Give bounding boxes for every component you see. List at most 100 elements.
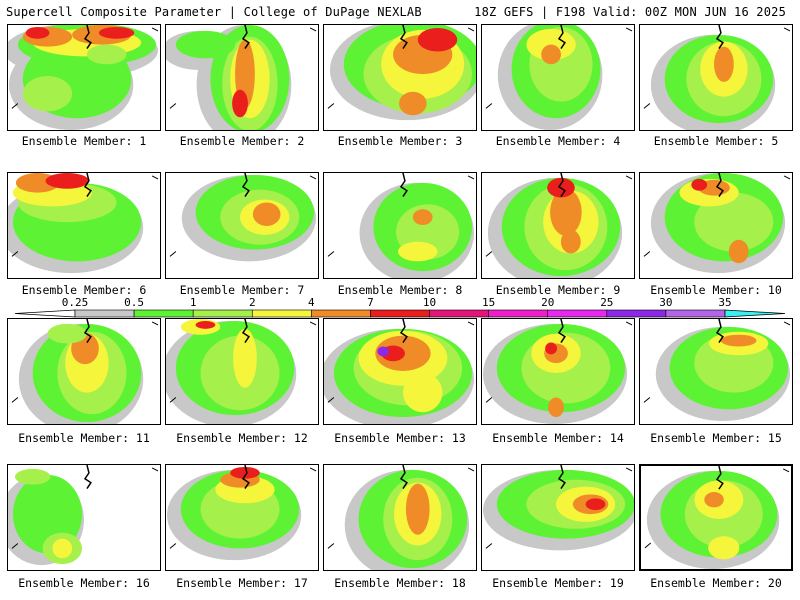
coast-line — [11, 175, 159, 257]
ensemble-panel-7[interactable] — [165, 172, 319, 279]
ensemble-member-label: Ensemble Member: 8 — [337, 283, 463, 297]
ensemble-member-label: Ensemble Member: 9 — [495, 283, 621, 297]
border-line — [399, 25, 408, 49]
ensemble-member-label: Ensemble Member: 12 — [176, 431, 308, 445]
ensemble-panel-13[interactable] — [323, 318, 477, 425]
color-scale-bar: 0.25 0.5 1 2 4 7 10 15 20 25 30 35 — [14, 296, 786, 318]
scp-contour — [52, 538, 73, 559]
coast-line — [485, 27, 633, 109]
ensemble-member-label: Ensemble Member: 2 — [179, 134, 305, 148]
scp-map — [324, 319, 475, 424]
scp-contour — [47, 323, 87, 344]
scp-contour — [541, 44, 561, 65]
ensemble-member-label: Ensemble Member: 10 — [650, 283, 782, 297]
ensemble-panel-6[interactable] — [7, 172, 161, 279]
scp-map — [8, 25, 159, 130]
ensemble-member-label: Ensemble Member: 1 — [21, 134, 147, 148]
coast-line — [485, 175, 633, 257]
ensemble-panel-20[interactable] — [639, 464, 793, 571]
scp-map — [485, 173, 633, 278]
ensemble-member-label: Ensemble Member: 6 — [21, 283, 147, 297]
coast-line — [643, 27, 791, 109]
scp-map — [166, 319, 317, 424]
color-scale-swatch — [429, 309, 489, 318]
color-scale-tick-label: 30 — [659, 296, 672, 309]
ensemble-panel-12[interactable] — [165, 318, 319, 425]
border-line — [241, 465, 250, 489]
scp-map — [327, 25, 476, 121]
color-scale-high-arrow — [724, 309, 786, 318]
color-scale-tick-label: 20 — [541, 296, 554, 309]
color-scale-tick-label: 0.5 — [124, 296, 144, 309]
coast-line — [644, 468, 790, 549]
scp-contour — [545, 342, 558, 355]
ensemble-panel-15[interactable] — [639, 318, 793, 425]
scp-map — [166, 25, 317, 130]
ensemble-member-label: Ensemble Member: 14 — [492, 431, 624, 445]
scp-contour — [560, 229, 581, 254]
color-scale-swatch — [547, 309, 608, 318]
ensemble-panel-5[interactable] — [639, 24, 793, 131]
ensemble-panel-11[interactable] — [7, 318, 161, 425]
color-scale-swatch — [665, 309, 726, 318]
ensemble-panel-14[interactable] — [481, 318, 635, 425]
ensemble-panel-10[interactable] — [639, 172, 793, 279]
ensemble-panel-18[interactable] — [323, 464, 477, 571]
ensemble-member-label: Ensemble Member: 4 — [495, 134, 621, 148]
scp-contour — [45, 173, 89, 189]
scp-contour — [714, 46, 734, 82]
border-line — [241, 173, 250, 197]
scp-contour — [694, 192, 774, 252]
color-scale-tick-label: 7 — [367, 296, 374, 309]
scp-map — [11, 319, 159, 424]
coast-line — [169, 175, 317, 257]
color-scale-tick-label: 35 — [718, 296, 731, 309]
scp-map — [8, 173, 159, 274]
ensemble-member-label: Ensemble Member: 16 — [18, 576, 150, 590]
scp-contour — [399, 91, 427, 116]
color-scale-swatch — [251, 309, 312, 318]
border-line — [557, 173, 566, 197]
ensemble-member-label: Ensemble Member: 3 — [337, 134, 463, 148]
ensemble-panel-3[interactable] — [323, 24, 477, 131]
ensemble-panel-8[interactable] — [323, 172, 477, 279]
ensemble-panel-16[interactable] — [7, 464, 161, 571]
border-line — [715, 173, 724, 197]
ensemble-member-label: Ensemble Member: 7 — [179, 283, 305, 297]
color-scale-low-arrow — [14, 309, 76, 318]
border-line — [399, 173, 408, 197]
scp-map — [8, 465, 159, 566]
color-scale-swatch — [606, 309, 667, 318]
border-line — [399, 465, 408, 489]
color-scale-swatch — [192, 309, 253, 318]
scp-map — [485, 25, 633, 130]
coast-line — [169, 467, 317, 549]
ensemble-panel-9[interactable] — [481, 172, 635, 279]
scp-contour — [417, 27, 458, 52]
scp-contour — [704, 491, 724, 508]
ensemble-panel-17[interactable] — [165, 464, 319, 571]
ensemble-panel-19[interactable] — [481, 464, 635, 571]
scp-contour — [175, 30, 236, 59]
coast-line — [327, 467, 475, 549]
scp-contour — [98, 26, 135, 39]
scp-map — [483, 465, 634, 551]
scp-contour — [708, 536, 740, 560]
scp-contour — [412, 209, 433, 226]
scp-contour — [398, 241, 438, 262]
color-scale-swatch — [74, 309, 135, 318]
scp-contour — [728, 239, 749, 264]
coast-line — [485, 321, 633, 403]
color-scale-swatch — [311, 309, 371, 318]
border-line — [557, 319, 566, 343]
scp-contour — [233, 328, 257, 388]
coast-line — [11, 27, 159, 109]
scp-map — [643, 173, 791, 274]
scp-contour — [691, 178, 708, 191]
ensemble-panel-4[interactable] — [481, 24, 635, 131]
scp-contour — [402, 372, 443, 413]
ensemble-panel-1[interactable] — [7, 24, 161, 131]
ensemble-panel-2[interactable] — [165, 24, 319, 131]
border-line — [399, 319, 408, 343]
scp-contour — [377, 346, 390, 357]
